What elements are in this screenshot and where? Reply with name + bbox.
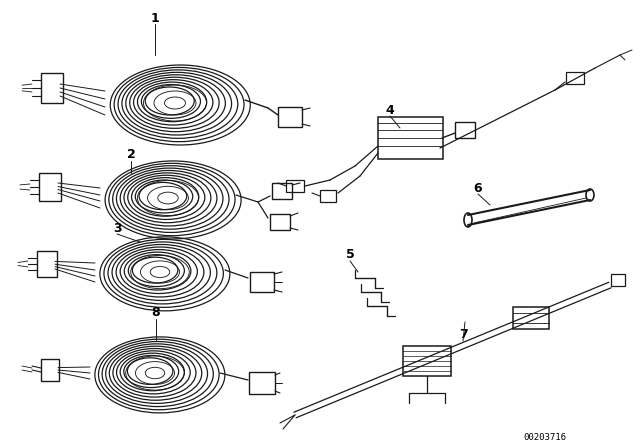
- Text: 6: 6: [474, 181, 483, 194]
- Text: 00203716: 00203716: [524, 434, 566, 443]
- Bar: [250, 272, 274, 292]
- Bar: [37, 251, 57, 277]
- Bar: [39, 173, 61, 201]
- Text: 5: 5: [346, 249, 355, 262]
- Bar: [41, 359, 59, 381]
- Text: 8: 8: [152, 306, 160, 319]
- Bar: [41, 73, 63, 103]
- Bar: [403, 346, 451, 376]
- Bar: [455, 122, 475, 138]
- Bar: [513, 307, 549, 329]
- Text: 4: 4: [386, 103, 394, 116]
- Text: 7: 7: [459, 328, 467, 341]
- Bar: [378, 117, 442, 159]
- Bar: [270, 214, 290, 230]
- Bar: [566, 72, 584, 84]
- Bar: [278, 107, 302, 127]
- Text: 1: 1: [150, 12, 159, 25]
- Bar: [286, 180, 304, 192]
- Bar: [272, 183, 292, 199]
- Bar: [249, 372, 275, 394]
- Text: 3: 3: [113, 221, 122, 234]
- Bar: [320, 190, 336, 202]
- Text: 2: 2: [127, 148, 136, 161]
- Bar: [611, 274, 625, 286]
